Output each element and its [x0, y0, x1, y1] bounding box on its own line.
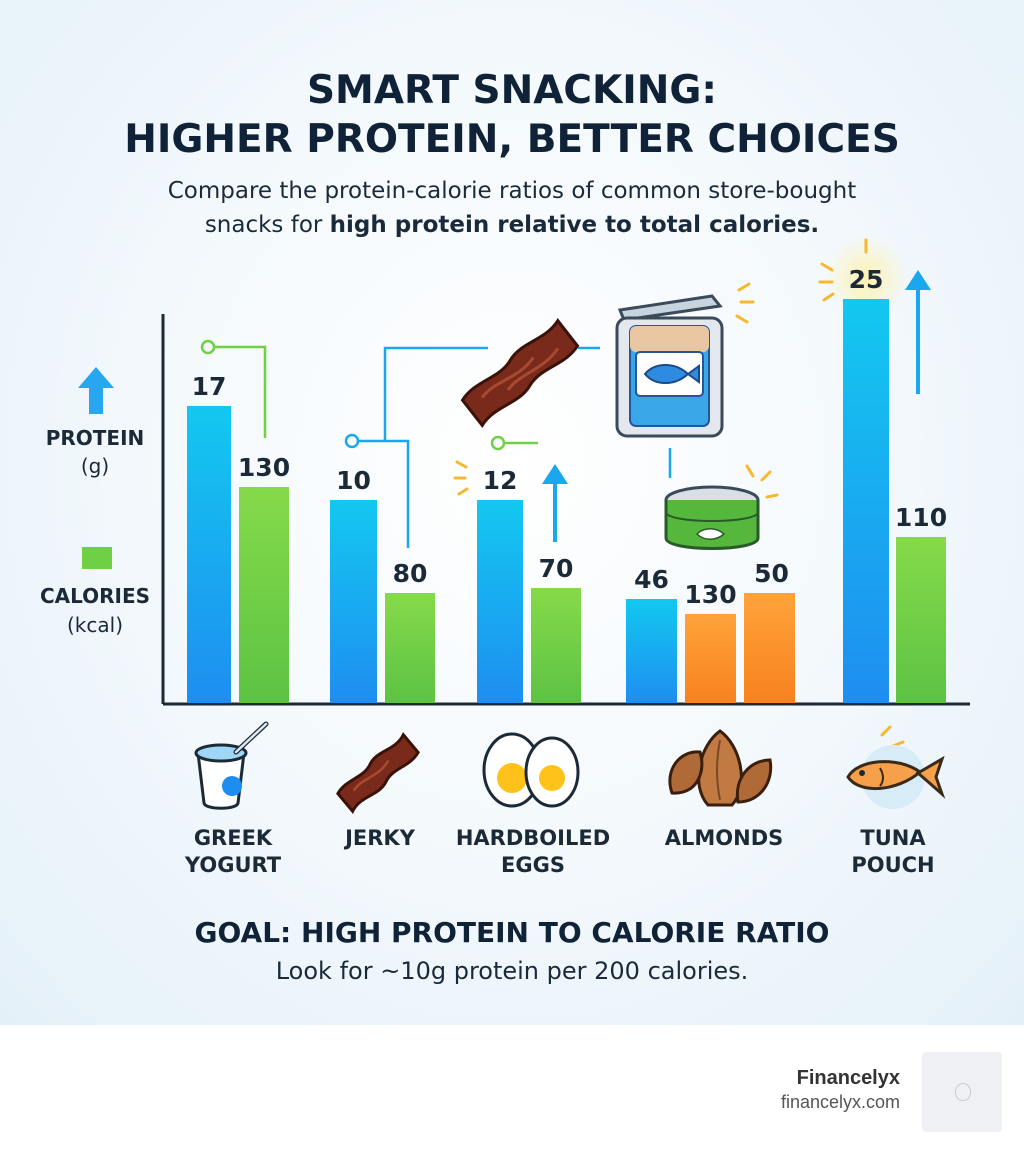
- category-label: HARDBOILED: [456, 826, 610, 850]
- legend-calories-label: CALORIES: [40, 584, 150, 608]
- legend: PROTEIN (g) CALORIES (kcal): [40, 367, 150, 637]
- category-label: ALMONDS: [665, 826, 784, 850]
- protein-value-label: 10: [336, 466, 371, 495]
- chart-title-line-2: HIGHER PROTEIN, BETTER CHOICES: [124, 117, 900, 162]
- chart-canvas: SMART SNACKING: HIGHER PROTEIN, BETTER C…: [40, 68, 970, 985]
- brand-logo-icon: [922, 1052, 1002, 1132]
- protein-value-label: 46: [634, 565, 669, 594]
- calories-value-label: 70: [539, 554, 574, 583]
- boiled-eggs-icon: [482, 732, 580, 808]
- floating-jerky-icon: [460, 318, 580, 428]
- category-label: TUNA: [860, 826, 926, 850]
- protein-bar: [330, 500, 377, 703]
- labels-layer: 17 130 10 80 12 70 46 130 50 25 110: [192, 265, 947, 609]
- chart-subtitle-line-2: snacks for high protein relative to tota…: [205, 212, 819, 238]
- protein-bar: [477, 500, 523, 703]
- goal-heading: GOAL: HIGH PROTEIN TO CALORIE RATIO: [195, 916, 830, 949]
- category-label: YOGURT: [184, 853, 282, 877]
- protein-bar: [626, 599, 677, 703]
- egg-up-arrow-icon: [542, 464, 568, 542]
- calories-bar: [385, 593, 435, 703]
- yogurt-cup-icon: [194, 721, 269, 810]
- protein-bar: [187, 406, 231, 703]
- almond-extra-bar: [744, 593, 795, 703]
- protein-value-label: 12: [483, 466, 518, 495]
- bars-layer: [187, 299, 946, 703]
- protein-value-label: 25: [849, 265, 884, 294]
- brand-name: Financelyx: [796, 1067, 900, 1089]
- tuna-up-arrow-icon: [905, 270, 931, 394]
- calories-value-label: 130: [684, 580, 736, 609]
- protein-arrow-icon: [78, 367, 114, 414]
- almonds-icon: [668, 729, 773, 807]
- tuna-can-tall-icon: [615, 294, 724, 438]
- calories-bar: [239, 487, 289, 703]
- legend-calories-unit: (kcal): [67, 613, 123, 637]
- legend-protein-unit: (g): [81, 454, 109, 478]
- category-label: JERKY: [343, 826, 416, 850]
- chart-title-line-1: SMART SNACKING:: [307, 68, 717, 113]
- chart-subtitle-line-1: Compare the protein-calorie ratios of co…: [168, 178, 856, 204]
- legend-protein-label: PROTEIN: [46, 426, 145, 450]
- jerky-icon: [336, 732, 420, 814]
- goal-text: Look for ~10g protein per 200 calories.: [276, 957, 749, 985]
- almond-extra-value-label: 50: [754, 559, 789, 588]
- subtitle-bold: high protein relative to total calories.: [330, 212, 820, 238]
- connector-lines: [200, 339, 672, 548]
- calories-bar: [531, 588, 581, 703]
- brand-block: Financelyx financelyx.com: [781, 1067, 900, 1113]
- category-label: POUCH: [851, 853, 934, 877]
- category-labels: GREEK YOGURT JERKY HARDBOILED EGGS ALMONDS TUN…: [184, 826, 935, 877]
- calories-value-label: 80: [393, 559, 428, 588]
- legend-calories-swatch: [82, 547, 112, 569]
- brand-url[interactable]: financelyx.com: [780, 1092, 900, 1112]
- footer: Financelyx financelyx.com: [0, 1025, 1024, 1154]
- fish-icon: [846, 745, 946, 809]
- category-label: EGGS: [501, 853, 565, 877]
- sparkle-icons: [453, 238, 905, 748]
- protein-bar: [843, 299, 889, 703]
- calories-value-label: 130: [238, 453, 290, 482]
- calories-bar: [896, 537, 946, 703]
- tuna-can-small-icon: [664, 485, 760, 550]
- protein-value-label: 17: [192, 372, 227, 401]
- calories-value-label: 110: [895, 503, 947, 532]
- category-label: GREEK: [194, 826, 273, 850]
- subtitle-plain: snacks for: [205, 212, 330, 238]
- calories-bar: [685, 614, 736, 703]
